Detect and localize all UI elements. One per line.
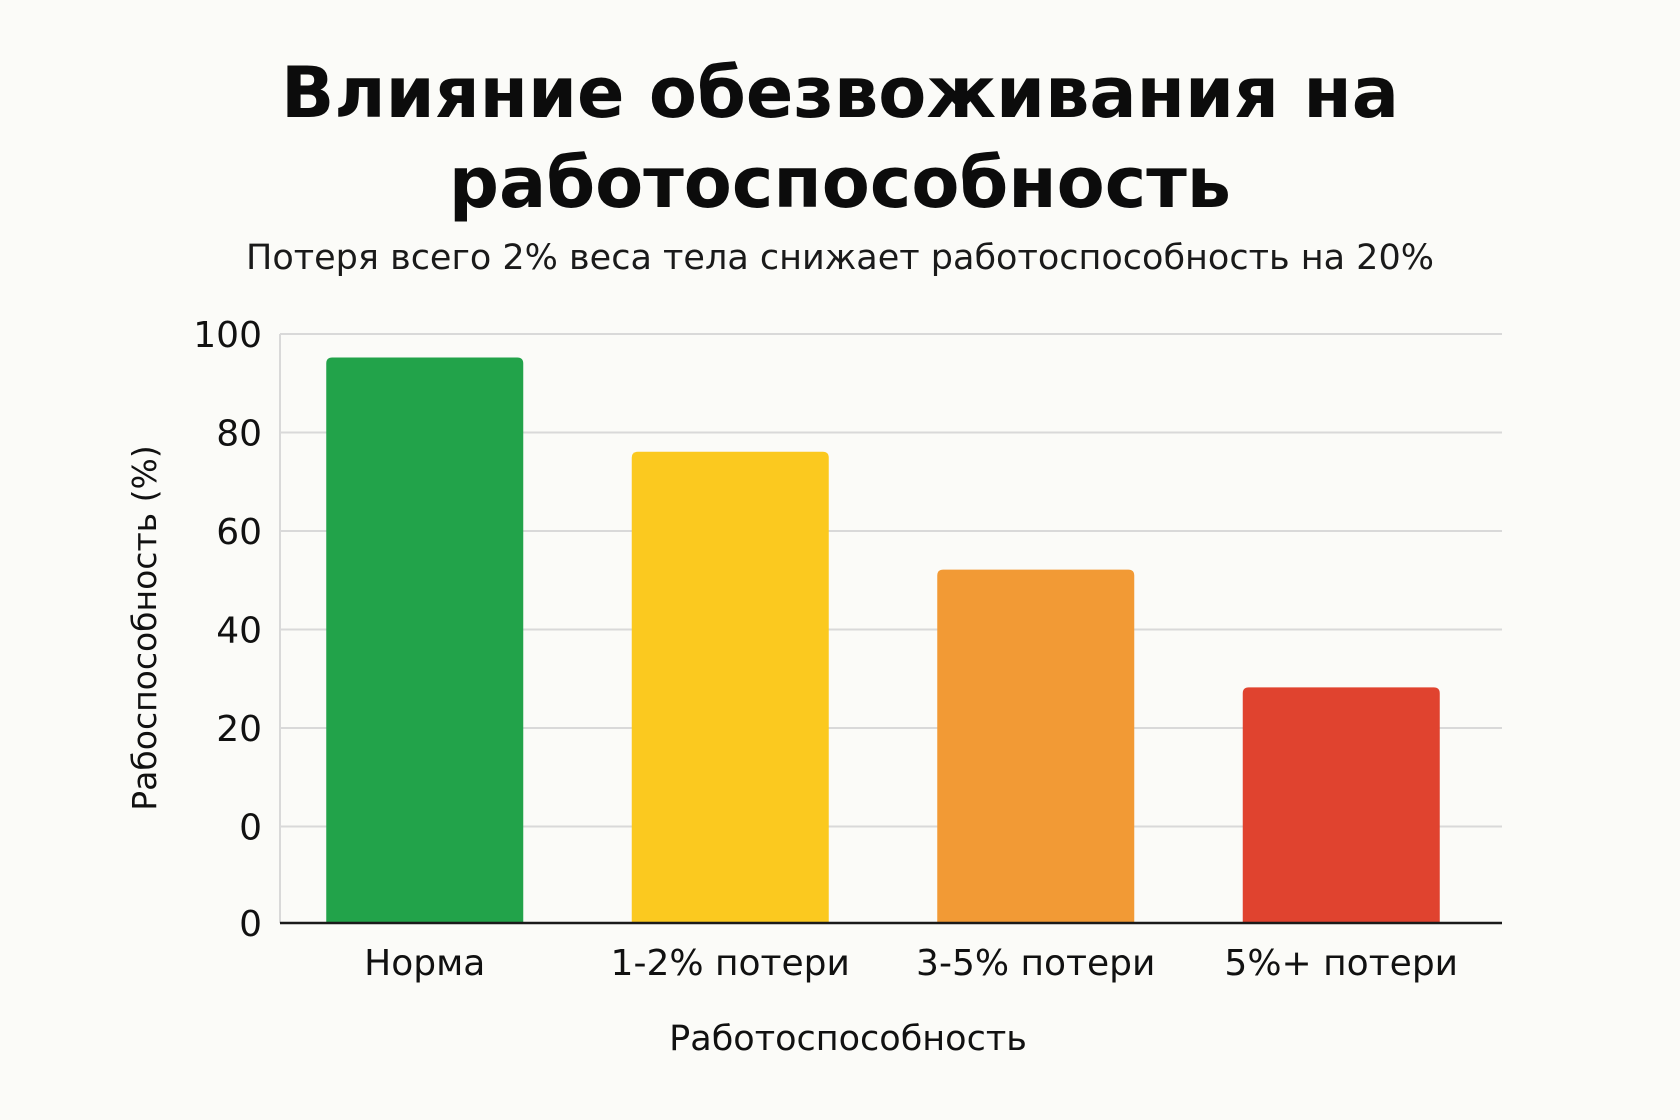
x-category-label: 3-5% потери [916, 943, 1155, 984]
bar-4 [1242, 687, 1440, 923]
chart-title-line-1: Влияние обезвоживания на [281, 52, 1399, 134]
x-category-label: 5%+ потери [1224, 943, 1458, 984]
bar-3 [937, 569, 1135, 923]
bar-1 [326, 357, 524, 923]
y-tick-label: 100 [193, 315, 262, 356]
x-category-label: 1-2% потери [611, 943, 850, 984]
y-tick-label: 40 [216, 611, 262, 652]
x-category-label: Норма [364, 943, 485, 984]
y-tick-label: 80 [216, 414, 262, 455]
chart-title: Влияние обезвоживания на работоспособнос… [0, 48, 1680, 228]
bar-2 [631, 451, 829, 923]
y-axis-title: Рабоспособность (%) [125, 445, 164, 810]
x-axis-title: Работоспособность [669, 1019, 1027, 1059]
chart-title-line-2: работоспособность [448, 142, 1232, 224]
y-tick-label: 0 [239, 904, 262, 945]
y-tick-label: 20 [216, 709, 262, 750]
y-tick-label: 60 [216, 512, 262, 553]
y-tick-label: 0 [239, 808, 262, 849]
chart-subtitle: Потеря всего 2% веса тела снижает работо… [246, 238, 1434, 278]
